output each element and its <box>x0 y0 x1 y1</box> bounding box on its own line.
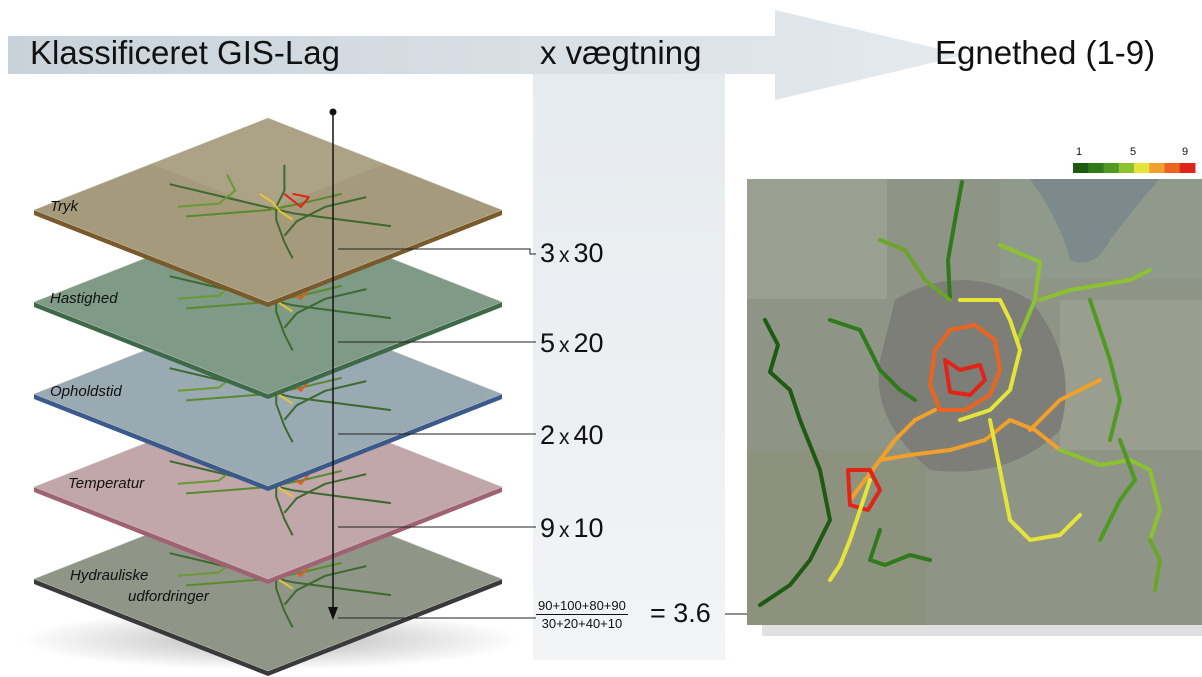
layer-network-path <box>283 473 367 514</box>
axis-arrow-head <box>328 607 338 620</box>
weighting-column <box>533 74 725 660</box>
weight-temperatur: 10 <box>573 513 604 543</box>
legend-tick-1: 1 <box>1076 146 1083 158</box>
layer-1 <box>33 117 503 307</box>
score-opholdstid: 2 <box>540 420 556 450</box>
formula-fraction: 90+100+80+90 30+20+40+10 <box>536 598 628 631</box>
map-route <box>928 323 1002 412</box>
layer-label-temperatur: Temperatur <box>68 475 145 492</box>
map-route <box>828 478 872 582</box>
map-route <box>1038 268 1152 302</box>
formula-numerator: 90+100+80+90 <box>536 598 628 615</box>
multiply-sign: x <box>559 244 570 267</box>
legend-swatch <box>1073 163 1089 173</box>
score-temperatur: 9 <box>540 513 556 543</box>
layer-label-tryk: Tryk <box>50 198 79 215</box>
multiply-sign: x <box>559 334 570 357</box>
map-route <box>848 408 937 502</box>
map-route <box>758 318 832 607</box>
header-right-title: Egnethed (1-9) <box>935 34 1156 71</box>
map-route <box>1058 448 1162 542</box>
map-route <box>828 318 917 402</box>
map-route <box>988 418 1082 542</box>
weight-tryk: 30 <box>573 238 604 268</box>
formula-denominator: 30+20+40+10 <box>541 616 623 631</box>
connector-tryk <box>338 248 536 255</box>
map-route <box>846 468 882 512</box>
multiply-sign: x <box>559 519 570 542</box>
header-arrow <box>8 10 965 100</box>
legend-tick-9: 9 <box>1182 146 1189 158</box>
legend-swatch <box>1164 163 1181 173</box>
map-route <box>943 358 987 397</box>
layer-network-path <box>283 288 367 329</box>
legend-tick-5: 5 <box>1130 146 1137 158</box>
map-route <box>998 243 1042 342</box>
layer-network-path <box>177 174 237 208</box>
layer-label-opholdstid: Opholdstid <box>50 383 122 400</box>
legend-swatch <box>1149 163 1165 173</box>
score-hastighed: 5 <box>540 328 556 358</box>
layer-tile <box>151 118 385 210</box>
formula-result: = 3.6 <box>650 598 711 628</box>
weight-label-hastighed: 5 x 20 <box>540 328 604 359</box>
header-left-title: Klassificeret GIS-Lag <box>30 34 340 71</box>
weight-label-tryk: 3 x 30 <box>540 238 604 269</box>
layer-network-path <box>259 193 294 221</box>
weight-opholdstid: 40 <box>573 420 604 450</box>
map-route <box>868 528 932 567</box>
map-route <box>1098 438 1137 542</box>
layer-network-path <box>186 192 342 218</box>
layer-network-path <box>275 164 294 259</box>
layer-network-path <box>283 380 367 421</box>
map-route <box>1088 298 1122 442</box>
weight-label-temperatur: 9 x 10 <box>540 513 604 544</box>
layer-label-udfordringer: udfordringer <box>128 588 209 605</box>
legend-swatch <box>1103 163 1120 173</box>
map-route <box>958 298 1022 422</box>
legend-swatch <box>1118 163 1135 173</box>
layer-label-hastighed: Hastighed <box>50 290 118 307</box>
legend-swatch <box>1134 163 1150 173</box>
layer-label-hydrauliske: Hydrauliske <box>70 567 149 584</box>
map-route <box>878 238 952 302</box>
multiply-sign: x <box>559 426 570 449</box>
layer-network-path <box>283 196 367 237</box>
axis-top-dot <box>329 108 337 116</box>
suitability-map <box>747 179 1202 636</box>
legend-swatch <box>1179 163 1196 173</box>
layer-stack <box>33 117 503 676</box>
header-middle-title: x vægtning <box>540 34 702 71</box>
map-route <box>1148 538 1162 592</box>
legend-color-bar <box>1073 163 1196 173</box>
layer-network-path <box>283 565 367 606</box>
map-route <box>1028 378 1102 432</box>
legend-swatch <box>1088 163 1104 173</box>
weight-hastighed: 20 <box>573 328 604 358</box>
map-route <box>878 418 1062 462</box>
weight-label-opholdstid: 2 x 40 <box>540 420 604 451</box>
map-route <box>946 180 964 302</box>
layer-network-path <box>283 192 310 208</box>
score-tryk: 3 <box>540 238 556 268</box>
